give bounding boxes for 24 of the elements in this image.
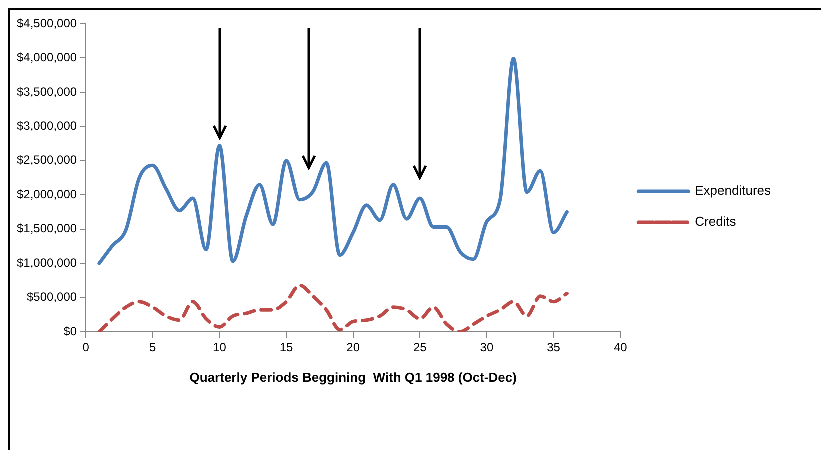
x-tick-label: 30 [480, 340, 494, 355]
x-tick-label: 5 [150, 340, 157, 355]
y-tick-label: $4,000,000 [16, 50, 78, 65]
x-tick-label: 0 [82, 340, 90, 355]
x-tick-label: 10 [213, 340, 227, 355]
line-series [98, 57, 569, 266]
legend-label: Credits [695, 214, 737, 230]
y-tick-label: $1,000,000 [16, 256, 78, 270]
x-tick-label: 35 [547, 340, 561, 355]
x-tick-label: 15 [280, 340, 294, 355]
y-tick-label: $2,500,000 [16, 153, 78, 168]
y-tick-label: $500,000 [26, 290, 78, 304]
x-tick-label: 25 [413, 340, 428, 355]
line-series [98, 284, 569, 332]
y-tick-label: $0 [64, 324, 78, 338]
y-tick-label: $3,000,000 [16, 118, 78, 133]
y-tick-label: $1,500,000 [16, 222, 78, 236]
x-axis-title: Quarterly Periods Beggining With Q1 1998 (Oct-Dec) [190, 370, 517, 385]
x-tick-label: 20 [346, 340, 360, 355]
y-tick-label: $3,500,000 [16, 84, 78, 99]
y-tick-label: $4,500,000 [16, 16, 78, 30]
x-tick-label: 40 [614, 340, 628, 355]
legend-label: Expenditures [695, 183, 772, 198]
y-tick-label: $2,000,000 [16, 187, 78, 202]
